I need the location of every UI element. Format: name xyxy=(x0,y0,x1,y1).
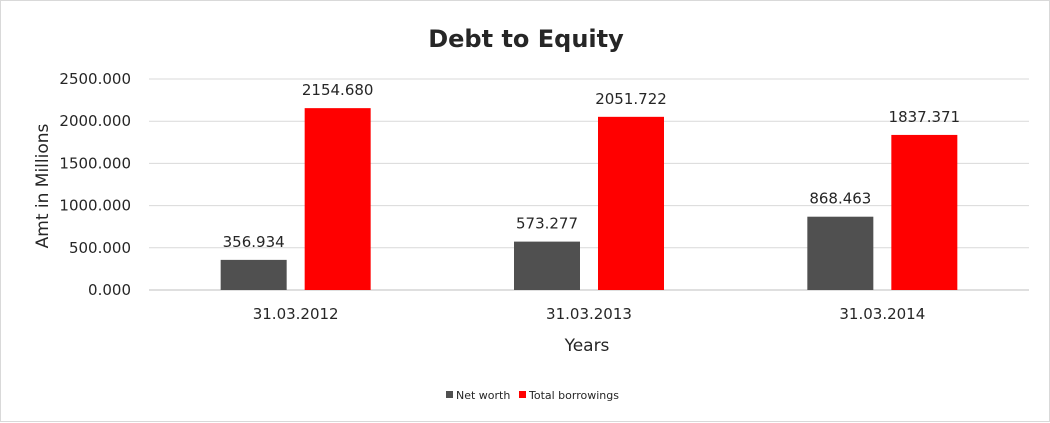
y-tick-label: 2500.000 xyxy=(59,70,131,88)
legend-label: Net worth xyxy=(456,389,510,402)
data-label: 868.463 xyxy=(809,190,871,208)
x-axis-title: Years xyxy=(564,336,610,356)
y-tick-label: 1000.000 xyxy=(59,197,131,215)
data-label: 2154.680 xyxy=(302,81,374,99)
legend-label: Total borrowings xyxy=(528,389,619,402)
bars: 356.934 2154.680 573.277 2051.722 868.463 183… xyxy=(220,81,961,291)
data-label: 573.277 xyxy=(516,215,578,233)
bar-total-borrowings xyxy=(891,134,958,290)
y-tick-label: 0.000 xyxy=(88,281,131,299)
legend-swatch-net-worth xyxy=(446,391,453,398)
chart-title: Debt to Equity xyxy=(428,25,624,53)
data-label: 2051.722 xyxy=(595,90,667,108)
legend: Net worth Total borrowings xyxy=(446,389,619,402)
data-label: 1837.371 xyxy=(889,108,961,126)
data-label: 356.934 xyxy=(223,233,285,251)
x-tick-label: 31.03.2012 xyxy=(253,305,339,323)
legend-swatch-total-borrowings xyxy=(519,391,526,398)
x-tick-label: 31.03.2014 xyxy=(839,305,925,323)
bar-net-worth xyxy=(807,216,874,290)
y-axis-ticks: 0.000 500.000 1000.000 1500.000 2000.000 2500… xyxy=(59,70,131,299)
y-axis-title: Amt in Millions xyxy=(33,123,53,248)
x-tick-label: 31.03.2013 xyxy=(546,305,632,323)
y-tick-label: 500.000 xyxy=(69,239,131,257)
bar-net-worth xyxy=(514,241,580,290)
gridlines xyxy=(149,78,1029,291)
bar-total-borrowings xyxy=(304,108,371,290)
y-tick-label: 1500.000 xyxy=(59,154,131,172)
bar-total-borrowings xyxy=(598,116,664,291)
x-axis-ticks: 31.03.2012 31.03.2013 31.03.2014 xyxy=(253,305,926,323)
bar-net-worth xyxy=(220,259,287,290)
y-tick-label: 2000.000 xyxy=(59,112,131,130)
